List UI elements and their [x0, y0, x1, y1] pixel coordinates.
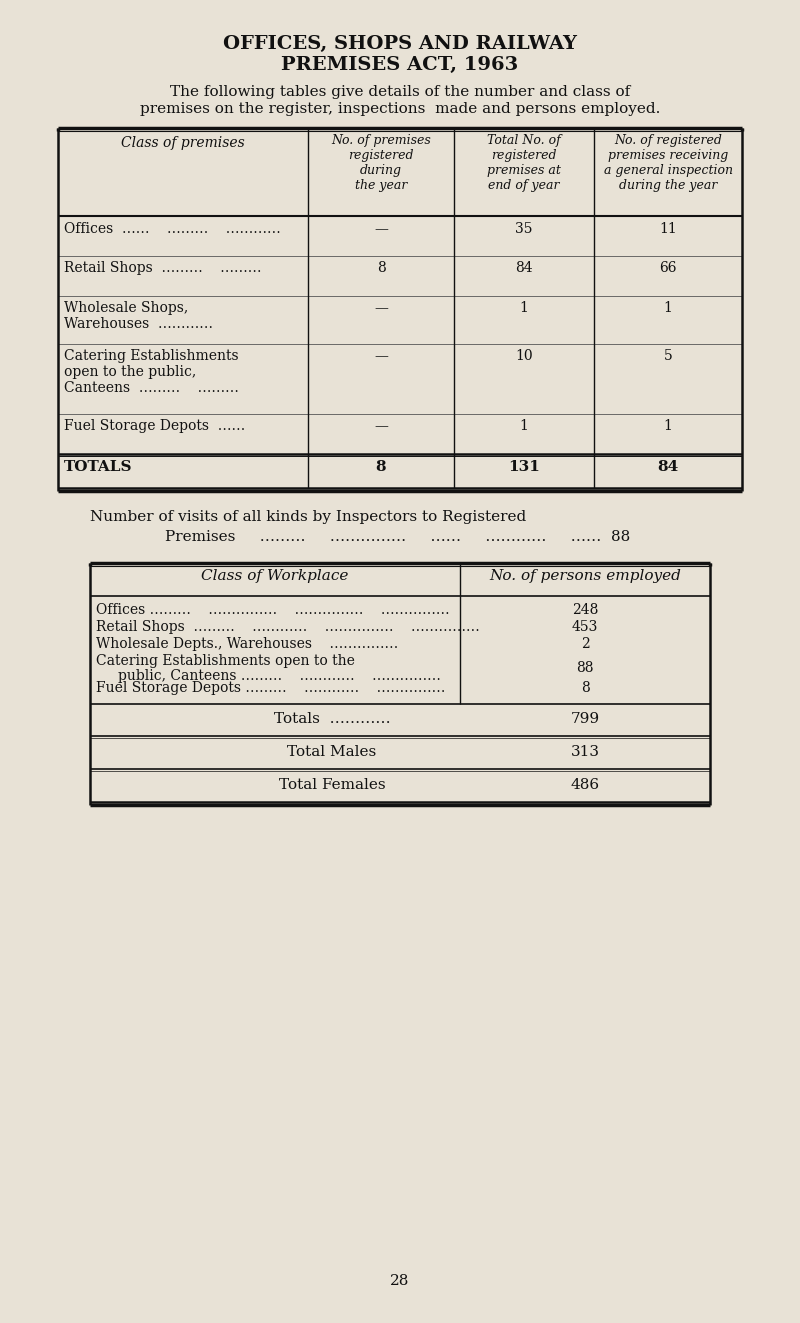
Text: Retail Shops  ………    …………    ……………    ……………: Retail Shops ……… ………… …………… ……………	[96, 620, 480, 634]
Text: 248: 248	[572, 603, 598, 617]
Text: No. of registered
premises receiving
a general inspection
during the year: No. of registered premises receiving a g…	[603, 134, 733, 192]
Text: Total Males: Total Males	[287, 745, 377, 759]
Text: Fuel Storage Depots ………    …………    ……………: Fuel Storage Depots ……… ………… ……………	[96, 681, 446, 695]
Text: 84: 84	[658, 460, 678, 474]
Text: 5: 5	[664, 349, 672, 363]
Text: Total No. of
registered
premises at
end of year: Total No. of registered premises at end …	[487, 134, 561, 192]
Text: Offices ………    ……………    ……………    ……………: Offices ……… …………… …………… ……………	[96, 603, 450, 617]
Text: —: —	[374, 349, 388, 363]
Text: —: —	[374, 302, 388, 315]
Text: Premises     ………     ……………     ……     …………     ……  88: Premises ……… …………… …… ………… …… 88	[165, 531, 630, 544]
Text: Class of Workplace: Class of Workplace	[202, 569, 349, 583]
Text: 313: 313	[570, 745, 599, 759]
Text: Offices  ……    ………    …………: Offices …… ……… …………	[64, 222, 281, 235]
Text: premises on the register, inspections  made and persons employed.: premises on the register, inspections ma…	[140, 102, 660, 116]
Text: Wholesale Shops,
Warehouses  …………: Wholesale Shops, Warehouses …………	[64, 302, 213, 331]
Text: Totals  …………: Totals …………	[274, 712, 390, 726]
Text: 486: 486	[570, 778, 599, 792]
Text: 799: 799	[570, 712, 599, 726]
Text: Class of premises: Class of premises	[121, 136, 245, 149]
Text: public, Canteens ………    …………    ……………: public, Canteens ……… ………… ……………	[118, 669, 441, 683]
Text: PREMISES ACT, 1963: PREMISES ACT, 1963	[282, 56, 518, 74]
Text: 131: 131	[508, 460, 540, 474]
Text: 11: 11	[659, 222, 677, 235]
Text: 1: 1	[663, 419, 673, 433]
Text: Wholesale Depts., Warehouses    ……………: Wholesale Depts., Warehouses ……………	[96, 636, 398, 651]
Text: 84: 84	[515, 261, 533, 275]
Text: Total Females: Total Females	[278, 778, 386, 792]
Text: 8: 8	[581, 681, 590, 695]
Text: —: —	[374, 222, 388, 235]
Text: No. of premises
registered
during
the year: No. of premises registered during the ye…	[331, 134, 431, 192]
Text: 10: 10	[515, 349, 533, 363]
Text: 8: 8	[376, 460, 386, 474]
Text: TOTALS: TOTALS	[64, 460, 133, 474]
Text: Retail Shops  ………    ………: Retail Shops ……… ………	[64, 261, 262, 275]
Text: —: —	[374, 419, 388, 433]
Text: Catering Establishments open to the: Catering Establishments open to the	[96, 654, 355, 668]
Text: 88: 88	[576, 662, 594, 675]
Text: No. of persons employed: No. of persons employed	[489, 569, 681, 583]
Text: 8: 8	[377, 261, 386, 275]
Text: 28: 28	[390, 1274, 410, 1289]
Text: 66: 66	[659, 261, 677, 275]
Text: OFFICES, SHOPS AND RAILWAY: OFFICES, SHOPS AND RAILWAY	[223, 34, 577, 53]
Text: Fuel Storage Depots  ……: Fuel Storage Depots ……	[64, 419, 246, 433]
Text: Catering Establishments
open to the public,
Canteens  ………    ………: Catering Establishments open to the publ…	[64, 349, 239, 396]
Text: 1: 1	[663, 302, 673, 315]
Text: 453: 453	[572, 620, 598, 634]
Text: 35: 35	[515, 222, 533, 235]
Text: 2: 2	[581, 636, 590, 651]
Text: Number of visits of all kinds by Inspectors to Registered: Number of visits of all kinds by Inspect…	[90, 509, 526, 524]
Text: 1: 1	[519, 419, 529, 433]
Text: The following tables give details of the number and class of: The following tables give details of the…	[170, 85, 630, 99]
Text: 1: 1	[519, 302, 529, 315]
